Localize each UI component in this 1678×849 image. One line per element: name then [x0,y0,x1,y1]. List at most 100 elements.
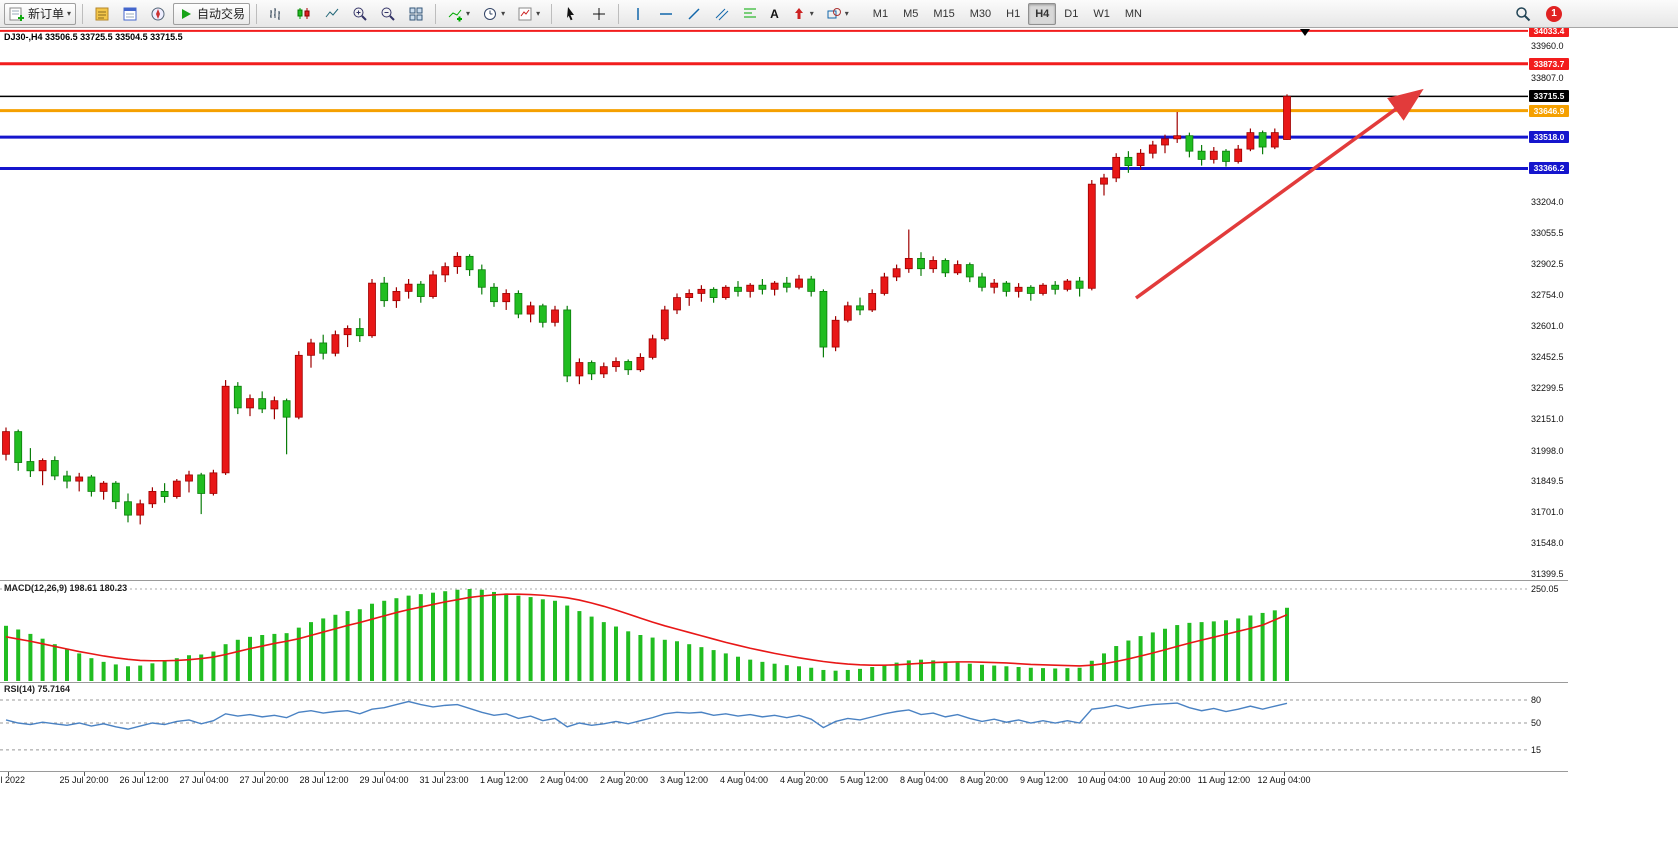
autotrading-button[interactable]: 自动交易 [173,2,251,25]
time-label: 2 Aug 20:00 [599,775,649,785]
data-window-button[interactable] [117,3,143,25]
toolbar-separator [551,3,553,24]
timeframe-h4[interactable]: H4 [1028,2,1057,25]
zoom-out-button[interactable] [375,3,401,25]
toolbar-separator [256,3,258,24]
tile-windows-icon [408,6,424,22]
price-level-badge: 33518.0 [1529,131,1569,144]
time-tick [1104,772,1105,776]
time-tick [504,772,505,776]
chart-bars-button[interactable] [263,3,289,25]
text-tool-button[interactable]: A [765,3,784,25]
time-tick [204,772,205,776]
market-watch-button[interactable] [89,3,115,25]
vertical-line-button[interactable] [625,3,651,25]
macd-tick-label: 250.05 [1531,583,1559,594]
price-tick-label: 32601.0 [1531,321,1564,332]
time-label: 4 Aug 20:00 [779,775,829,785]
timeframe-m15[interactable]: M15 [933,7,955,20]
fibonacci-button[interactable] [737,3,763,25]
timeframe-m30[interactable]: M30 [969,7,992,20]
price-tick-label: 31701.0 [1531,506,1564,517]
market-watch-icon [94,6,110,22]
panel-separator-rsi[interactable] [0,682,1568,683]
time-label: 10 Aug 20:00 [1137,775,1191,785]
time-label: 28 Jul 12:00 [299,775,349,785]
channel-icon [714,6,730,22]
price-tick-label: 32902.5 [1531,259,1564,270]
time-label: 2 Aug 04:00 [539,775,589,785]
tile-windows-button[interactable] [403,3,429,25]
time-label: 27 Jul 04:00 [179,775,229,785]
price-tick-label: 31849.5 [1531,476,1564,487]
panel-separator-timeaxis[interactable] [0,771,1568,772]
price-tick-label: 32452.5 [1531,351,1564,362]
new-order-icon [9,6,25,22]
timeframe-m1[interactable]: M1 [872,7,889,20]
timeframe-w1[interactable]: W1 [1093,7,1110,20]
price-tick-label: 31998.0 [1531,445,1564,456]
periods-button[interactable]: ▾ [477,3,510,25]
time-tick [8,772,9,776]
autotrading-label: 自动交易 [197,7,246,21]
chart-candles-icon [296,6,312,22]
indicators-button[interactable]: ▾ [442,3,475,25]
panel-separator-macd[interactable] [0,580,1568,581]
zoom-in-icon [352,6,368,22]
time-tick [624,772,625,776]
time-tick [924,772,925,776]
time-label: 25 Jul 20:00 [59,775,109,785]
horizontal-line-icon [658,6,674,22]
macd-indicator-label: MACD(12,26,9) 198.61 180.23 [4,583,127,593]
text-tool-icon: A [770,6,779,21]
price-level-lines [0,29,1528,170]
price-tick-label: 33055.5 [1531,227,1564,238]
time-label: 29 Jul 04:00 [359,775,409,785]
trendline-button[interactable] [681,3,707,25]
arrows-tool-button[interactable]: ▾ [786,3,819,25]
timeframe-h1[interactable]: H1 [1006,7,1021,20]
time-label: 1 Aug 12:00 [479,775,529,785]
notification-badge[interactable]: 1 [1546,5,1562,22]
shapes-tool-button[interactable]: ▾ [821,3,854,25]
horizontal-line-button[interactable] [653,3,679,25]
clock-icon [482,6,498,22]
time-tick [144,772,145,776]
timeframe-m5[interactable]: M5 [903,7,919,20]
fibonacci-icon [742,6,758,22]
chart-line-button[interactable] [319,3,345,25]
crosshair-button[interactable] [586,3,612,25]
new-order-button[interactable]: 新订单 ▾ [4,2,77,25]
cursor-button[interactable] [558,3,584,25]
macd-name: MACD(12,26,9) [4,583,68,593]
time-tick [744,772,745,776]
time-tick [1044,772,1045,776]
navigator-button[interactable] [145,3,171,25]
timeframe-d1[interactable]: D1 [1064,7,1079,20]
time-tick [264,772,265,776]
timeframe-mn[interactable]: MN [1124,7,1142,20]
templates-button[interactable]: ▾ [512,3,545,25]
indicators-icon [447,6,463,22]
vertical-line-icon [630,6,646,22]
time-tick [984,772,985,776]
rsi-tick-label: 15 [1531,744,1542,755]
chart-candles-button[interactable] [291,3,317,25]
arrow-mark-icon [791,6,807,22]
time-label: 26 Jul 12:00 [119,775,169,785]
template-icon [517,6,533,22]
chart-ohlc-values: 33506.5 33725.5 33504.5 33715.5 [45,32,183,42]
chevron-down-icon: ▾ [536,8,541,18]
macd-series [4,589,1289,681]
search-button[interactable] [1510,3,1536,25]
time-label: Jul 2022 [0,775,26,785]
chart-shift-marker[interactable] [1300,29,1310,36]
cursor-icon [563,6,579,22]
channel-button[interactable] [709,3,735,25]
zoom-in-button[interactable] [347,3,373,25]
time-label: 9 Aug 12:00 [1019,775,1069,785]
trend-arrow-annotation [1134,88,1424,300]
